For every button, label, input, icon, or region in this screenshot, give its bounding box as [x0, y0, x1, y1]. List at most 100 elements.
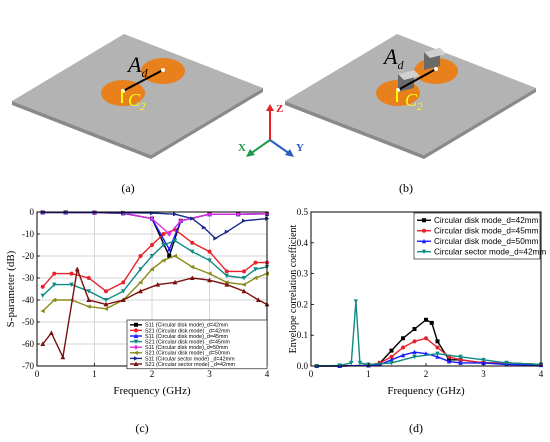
data-point: [103, 301, 109, 307]
y-tick-label: 0.2: [297, 299, 308, 309]
distance-label: Ad: [382, 44, 404, 72]
legend-label: S11 (Circular disk mode)_d=45mm: [145, 334, 229, 340]
x-tick-label: 0: [309, 369, 314, 379]
data-point: [149, 267, 154, 272]
panel-d-label: (d): [409, 421, 423, 435]
data-point: [121, 280, 126, 285]
legend-box: [413, 212, 541, 260]
legend-label: S11 (Circular disk mode)_d=50mm: [145, 345, 229, 351]
legend-marker: [133, 361, 139, 366]
data-point: [103, 298, 109, 303]
data-point: [201, 225, 207, 230]
data-point: [161, 232, 166, 236]
data-point: [138, 254, 143, 258]
ground-plate-side: [285, 88, 536, 159]
chart-d-series: [314, 299, 544, 369]
data-point: [52, 271, 57, 276]
data-point: [389, 357, 394, 362]
panel-b-illustration: Ad C2 (b): [285, 34, 536, 195]
data-point: [69, 271, 74, 276]
data-point: [48, 330, 54, 335]
x-tick-label: 1: [366, 369, 371, 379]
y-tick-label: -10: [22, 229, 34, 239]
z-axis-arrowhead: [266, 104, 274, 111]
x-tick-label: 0: [35, 369, 40, 379]
y-tick-label: 0.1: [297, 330, 308, 340]
data-point: [357, 360, 363, 366]
data-point: [104, 289, 108, 294]
legend-marker: [134, 328, 138, 333]
data-point: [504, 360, 509, 366]
data-point: [167, 231, 172, 237]
data-point: [241, 282, 246, 287]
data-point: [255, 297, 261, 302]
data-point: [412, 339, 417, 344]
data-point: [412, 354, 417, 360]
data-point: [74, 266, 80, 272]
distance-line: [397, 68, 437, 91]
feed-point-right: [434, 67, 438, 71]
panel-c-label: (c): [135, 421, 148, 435]
coordinate-axes: Z X Y: [238, 103, 304, 157]
data-point: [253, 267, 258, 272]
series-line-0: [316, 318, 542, 367]
data-point: [242, 218, 247, 223]
data-point: [401, 345, 405, 350]
data-point: [138, 280, 143, 285]
chart-c-xlabel: Frequency (GHz): [113, 385, 191, 397]
y-tick-label: 0: [30, 207, 35, 217]
ground-plate-side: [12, 88, 263, 159]
distance-label: Ad: [126, 52, 148, 80]
legend-marker: [422, 218, 426, 223]
y-tick-label: -70: [22, 361, 34, 371]
data-point: [458, 360, 463, 365]
legend-box: [126, 319, 268, 370]
capacitor-label: C2: [405, 90, 423, 113]
legend-marker: [422, 228, 426, 233]
data-point: [172, 253, 177, 259]
data-point: [481, 360, 486, 365]
x-axis-label: X: [238, 142, 246, 154]
x-tick-label: 2: [424, 369, 429, 379]
x-tick-label: 3: [207, 369, 212, 379]
feed-point-right: [161, 68, 165, 72]
data-point: [86, 297, 92, 302]
data-point: [149, 254, 155, 259]
data-point: [429, 320, 434, 325]
x-tick-label: 3: [481, 369, 486, 379]
data-point: [120, 297, 126, 302]
chart-d-ticks: 0 1 2 3 4 0.0 0.1 0.2 0.3 0.4 0.5: [297, 207, 544, 379]
data-point: [149, 216, 155, 222]
y-tick-label: 0.5: [297, 207, 309, 217]
data-point: [189, 264, 195, 270]
series-line-1: [42, 228, 267, 293]
data-point: [224, 282, 230, 287]
data-point: [207, 211, 212, 217]
data-point: [86, 276, 91, 280]
series-line-3: [42, 239, 268, 301]
data-point: [389, 348, 394, 353]
data-point: [458, 357, 463, 362]
panel-a-illustration: Ad C2 (a): [12, 34, 263, 195]
data-point: [121, 289, 126, 294]
legend-marker: [133, 333, 139, 338]
y-tick-label: 0.0: [297, 361, 309, 371]
data-point: [69, 282, 74, 287]
data-point: [224, 269, 229, 274]
legend-label: Circular disk mode_d=45mm: [434, 227, 539, 236]
data-point: [161, 243, 166, 248]
data-point: [207, 258, 212, 263]
series-line-5: [42, 255, 268, 312]
data-point: [435, 351, 440, 357]
data-point: [412, 327, 417, 332]
data-point: [40, 284, 45, 289]
data-point: [349, 360, 354, 366]
data-point: [389, 354, 394, 359]
chart-d-ylabel: Envelope correlation coefficient: [288, 224, 299, 353]
capacitor-label: C2: [128, 90, 146, 113]
legend-marker: [134, 356, 139, 361]
y-tick-label: 0.4: [297, 238, 309, 248]
data-point: [52, 282, 57, 287]
data-point: [435, 354, 440, 359]
